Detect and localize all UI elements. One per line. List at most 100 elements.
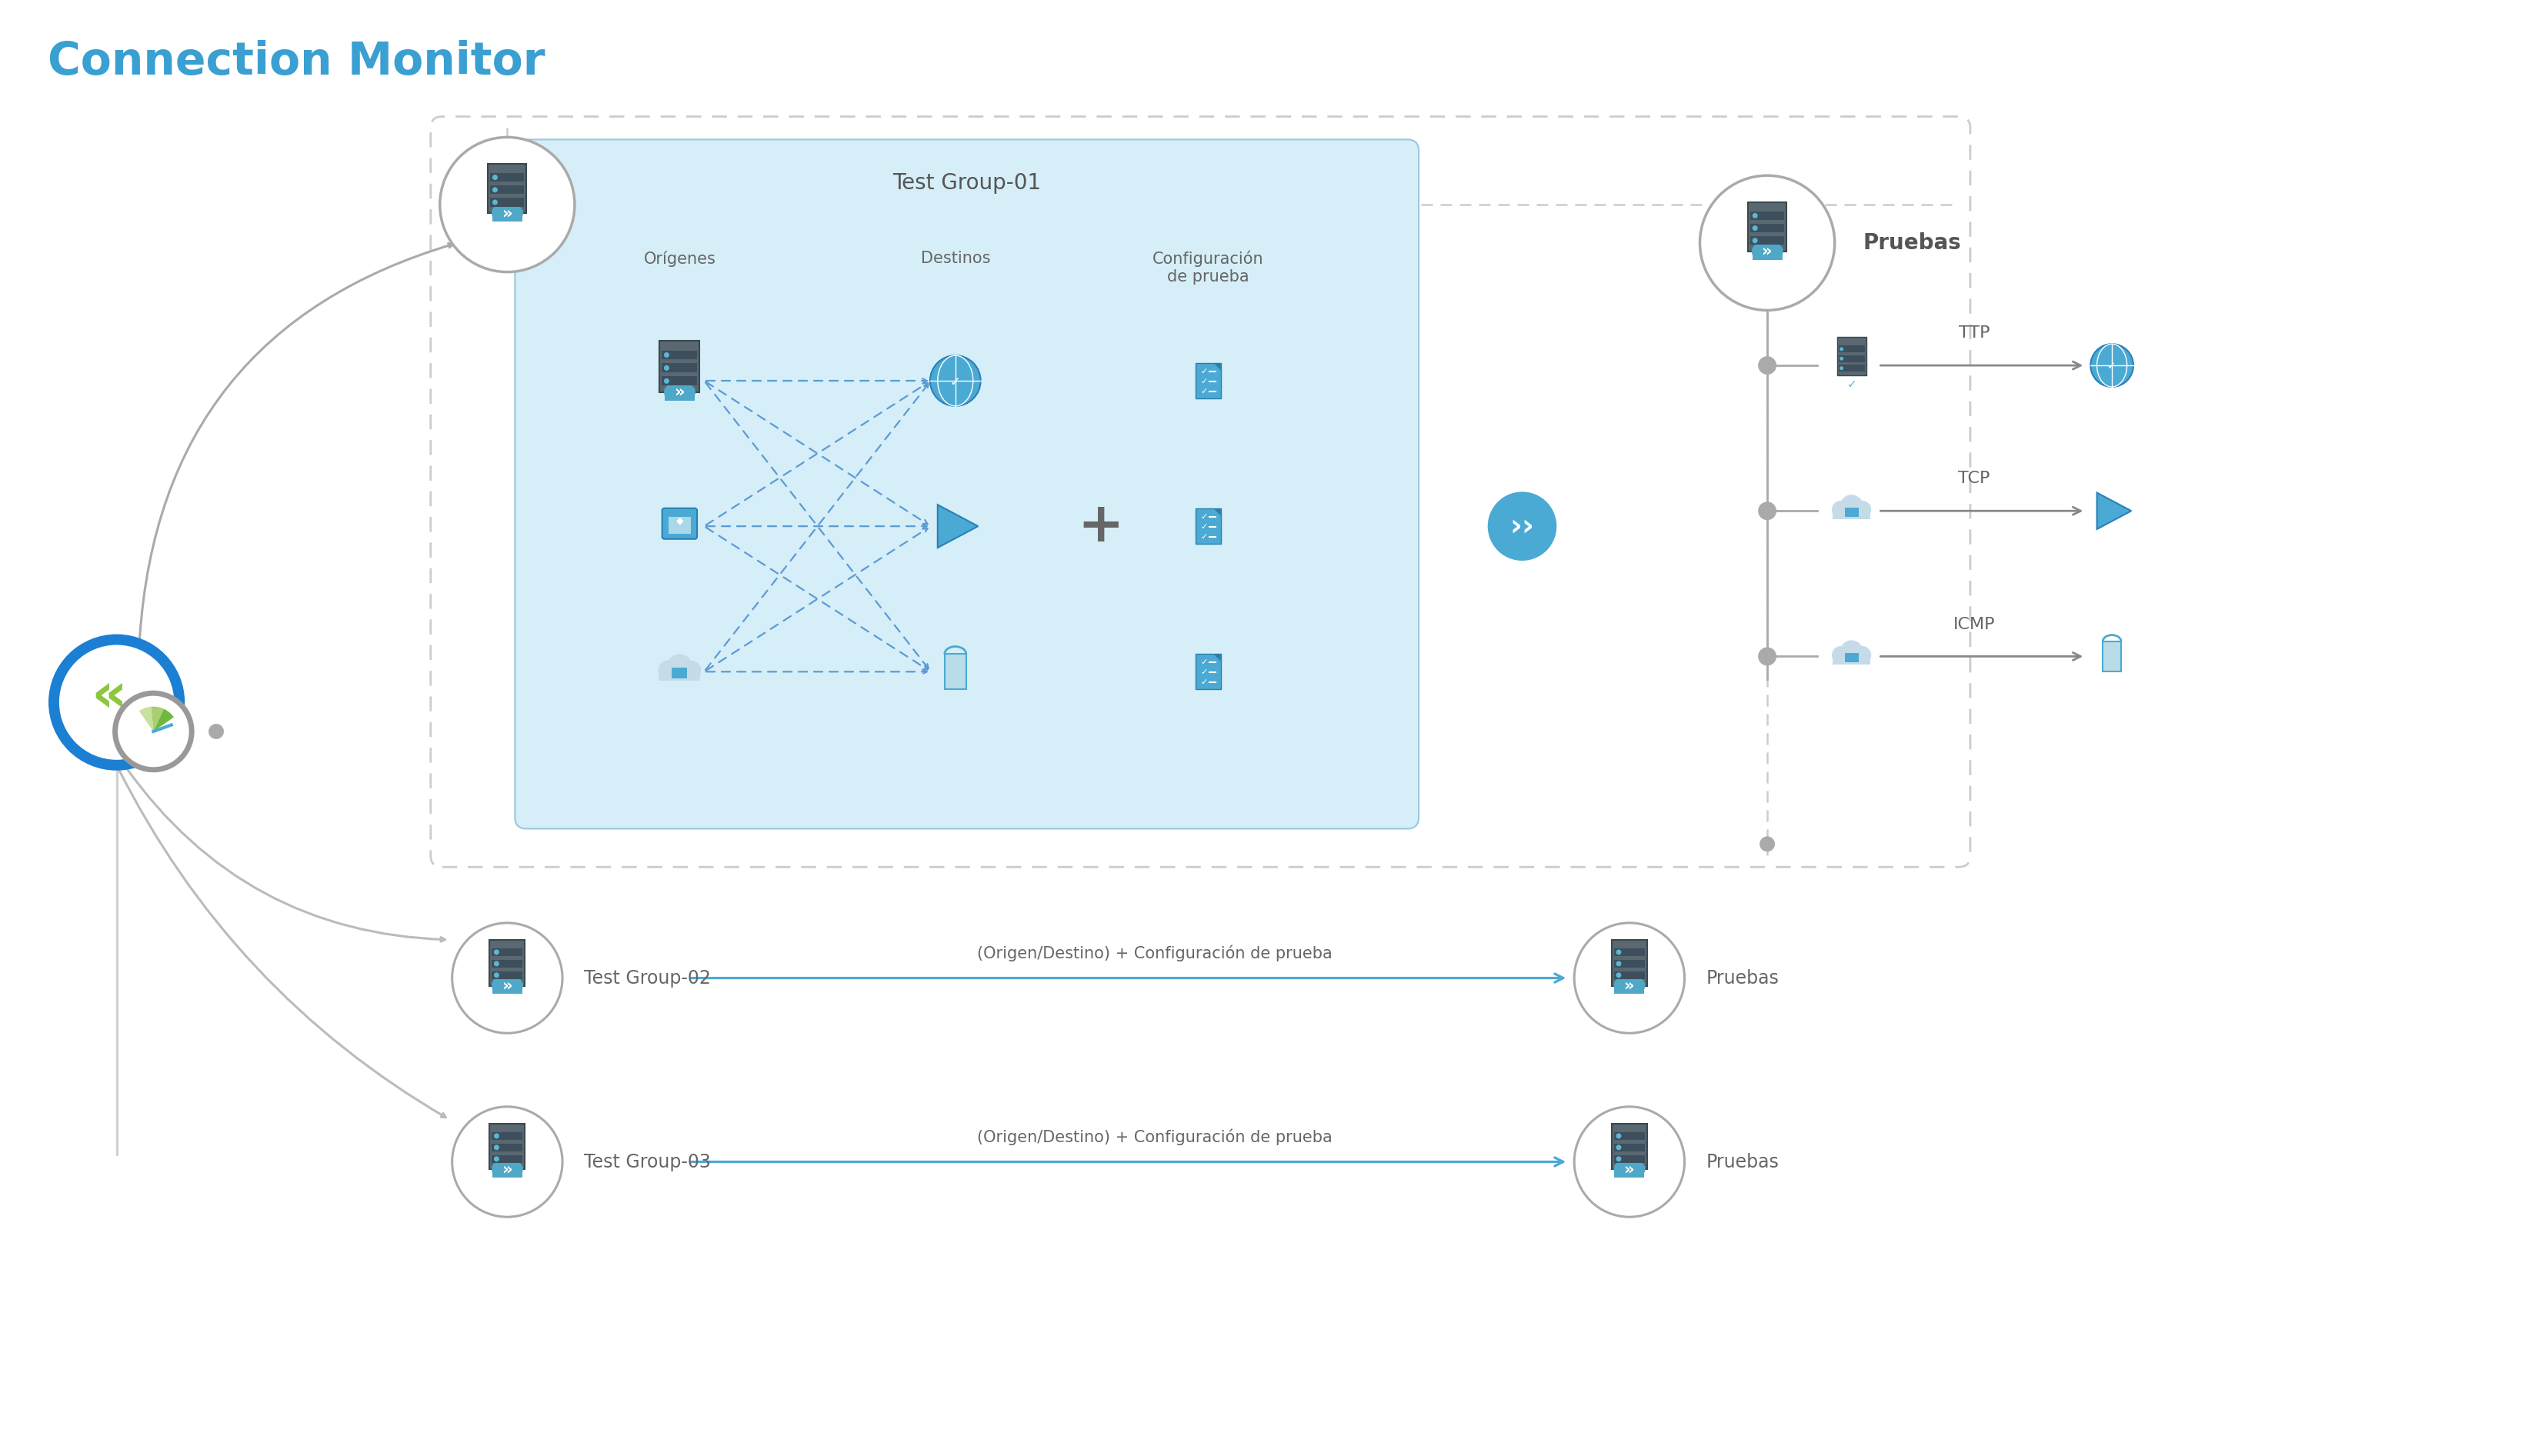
- Circle shape: [1616, 1156, 1621, 1162]
- FancyBboxPatch shape: [672, 668, 687, 678]
- FancyBboxPatch shape: [1194, 363, 1220, 399]
- Circle shape: [1752, 243, 1767, 259]
- FancyBboxPatch shape: [490, 939, 525, 986]
- FancyBboxPatch shape: [1613, 983, 1644, 994]
- Circle shape: [1573, 1107, 1684, 1217]
- FancyBboxPatch shape: [669, 517, 692, 534]
- Circle shape: [664, 384, 679, 400]
- Circle shape: [492, 188, 497, 192]
- Circle shape: [495, 1156, 500, 1162]
- FancyBboxPatch shape: [662, 351, 697, 360]
- FancyBboxPatch shape: [1752, 249, 1783, 261]
- Text: ✓: ✓: [1199, 668, 1207, 676]
- Circle shape: [664, 365, 669, 371]
- Circle shape: [1573, 923, 1684, 1034]
- FancyBboxPatch shape: [1611, 1124, 1646, 1169]
- Circle shape: [1841, 347, 1843, 351]
- Text: (Origen/Destino) + Configuración de prueba: (Origen/Destino) + Configuración de prue…: [977, 945, 1333, 961]
- Circle shape: [1752, 226, 1757, 232]
- Text: »: »: [674, 384, 684, 400]
- FancyBboxPatch shape: [492, 1143, 523, 1152]
- Circle shape: [1760, 836, 1775, 852]
- FancyBboxPatch shape: [1747, 202, 1785, 252]
- FancyBboxPatch shape: [1613, 1131, 1644, 1140]
- Circle shape: [495, 961, 500, 967]
- Circle shape: [682, 661, 702, 680]
- Text: ✓: ✓: [1199, 658, 1207, 665]
- Polygon shape: [937, 505, 977, 547]
- Circle shape: [508, 977, 523, 993]
- Circle shape: [452, 923, 563, 1034]
- FancyBboxPatch shape: [944, 654, 967, 689]
- Text: «: «: [91, 670, 126, 722]
- Circle shape: [1629, 1162, 1646, 1176]
- Circle shape: [53, 639, 179, 766]
- Circle shape: [1853, 646, 1871, 664]
- FancyBboxPatch shape: [492, 1131, 523, 1140]
- Circle shape: [492, 205, 508, 221]
- Text: TCP: TCP: [1959, 472, 1990, 486]
- FancyBboxPatch shape: [1613, 1155, 1644, 1163]
- Circle shape: [667, 654, 692, 680]
- Text: Destinos: Destinos: [922, 250, 990, 266]
- Circle shape: [1613, 1160, 1631, 1178]
- FancyBboxPatch shape: [659, 341, 699, 393]
- FancyBboxPatch shape: [1613, 948, 1644, 957]
- Circle shape: [439, 137, 576, 272]
- Wedge shape: [154, 709, 174, 731]
- FancyBboxPatch shape: [492, 960, 523, 968]
- Circle shape: [497, 201, 518, 221]
- Polygon shape: [1215, 363, 1220, 370]
- Circle shape: [495, 1133, 500, 1139]
- FancyBboxPatch shape: [492, 211, 523, 221]
- Circle shape: [1841, 367, 1843, 370]
- FancyBboxPatch shape: [490, 173, 525, 182]
- Text: TTP: TTP: [1959, 326, 1990, 341]
- FancyBboxPatch shape: [1194, 654, 1220, 689]
- Text: ✓: ✓: [2108, 361, 2116, 371]
- Circle shape: [495, 973, 500, 978]
- FancyBboxPatch shape: [1613, 1143, 1644, 1152]
- Circle shape: [1752, 213, 1757, 218]
- Text: Connection Monitor: Connection Monitor: [48, 39, 545, 84]
- FancyBboxPatch shape: [487, 163, 525, 214]
- FancyBboxPatch shape: [1838, 365, 1863, 371]
- Circle shape: [659, 661, 677, 680]
- FancyBboxPatch shape: [490, 185, 525, 194]
- FancyBboxPatch shape: [1846, 652, 1858, 662]
- Circle shape: [1613, 977, 1631, 993]
- Text: Test Group-03: Test Group-03: [583, 1153, 710, 1171]
- Text: ICMP: ICMP: [1954, 616, 1995, 632]
- Text: ◆: ◆: [677, 515, 684, 526]
- FancyBboxPatch shape: [492, 948, 523, 957]
- Text: ✓: ✓: [1199, 367, 1207, 376]
- FancyBboxPatch shape: [1750, 211, 1785, 220]
- Circle shape: [495, 949, 500, 955]
- Circle shape: [497, 973, 518, 993]
- Circle shape: [1841, 495, 1863, 518]
- Circle shape: [452, 1107, 563, 1217]
- Circle shape: [492, 1160, 508, 1178]
- FancyBboxPatch shape: [1613, 1168, 1644, 1178]
- Circle shape: [1629, 977, 1646, 993]
- Polygon shape: [2096, 492, 2131, 529]
- FancyBboxPatch shape: [492, 1168, 523, 1178]
- FancyBboxPatch shape: [490, 198, 525, 207]
- Text: ✓: ✓: [1199, 513, 1207, 520]
- Circle shape: [1757, 357, 1778, 374]
- Circle shape: [492, 175, 497, 181]
- Text: +: +: [1078, 499, 1124, 553]
- Circle shape: [1752, 237, 1757, 243]
- Circle shape: [1616, 949, 1621, 955]
- Circle shape: [1616, 1144, 1621, 1150]
- Circle shape: [508, 1162, 523, 1176]
- Circle shape: [495, 1144, 500, 1150]
- Text: ✓: ✓: [1199, 533, 1207, 540]
- Text: ✓: ✓: [1846, 379, 1856, 390]
- FancyBboxPatch shape: [662, 364, 697, 373]
- Text: ✓: ✓: [1199, 377, 1207, 384]
- Text: Configuración
de prueba: Configuración de prueba: [1151, 250, 1262, 285]
- Text: (Origen/Destino) + Configuración de prueba: (Origen/Destino) + Configuración de prue…: [977, 1128, 1333, 1144]
- FancyBboxPatch shape: [1750, 224, 1785, 233]
- FancyBboxPatch shape: [1838, 345, 1863, 352]
